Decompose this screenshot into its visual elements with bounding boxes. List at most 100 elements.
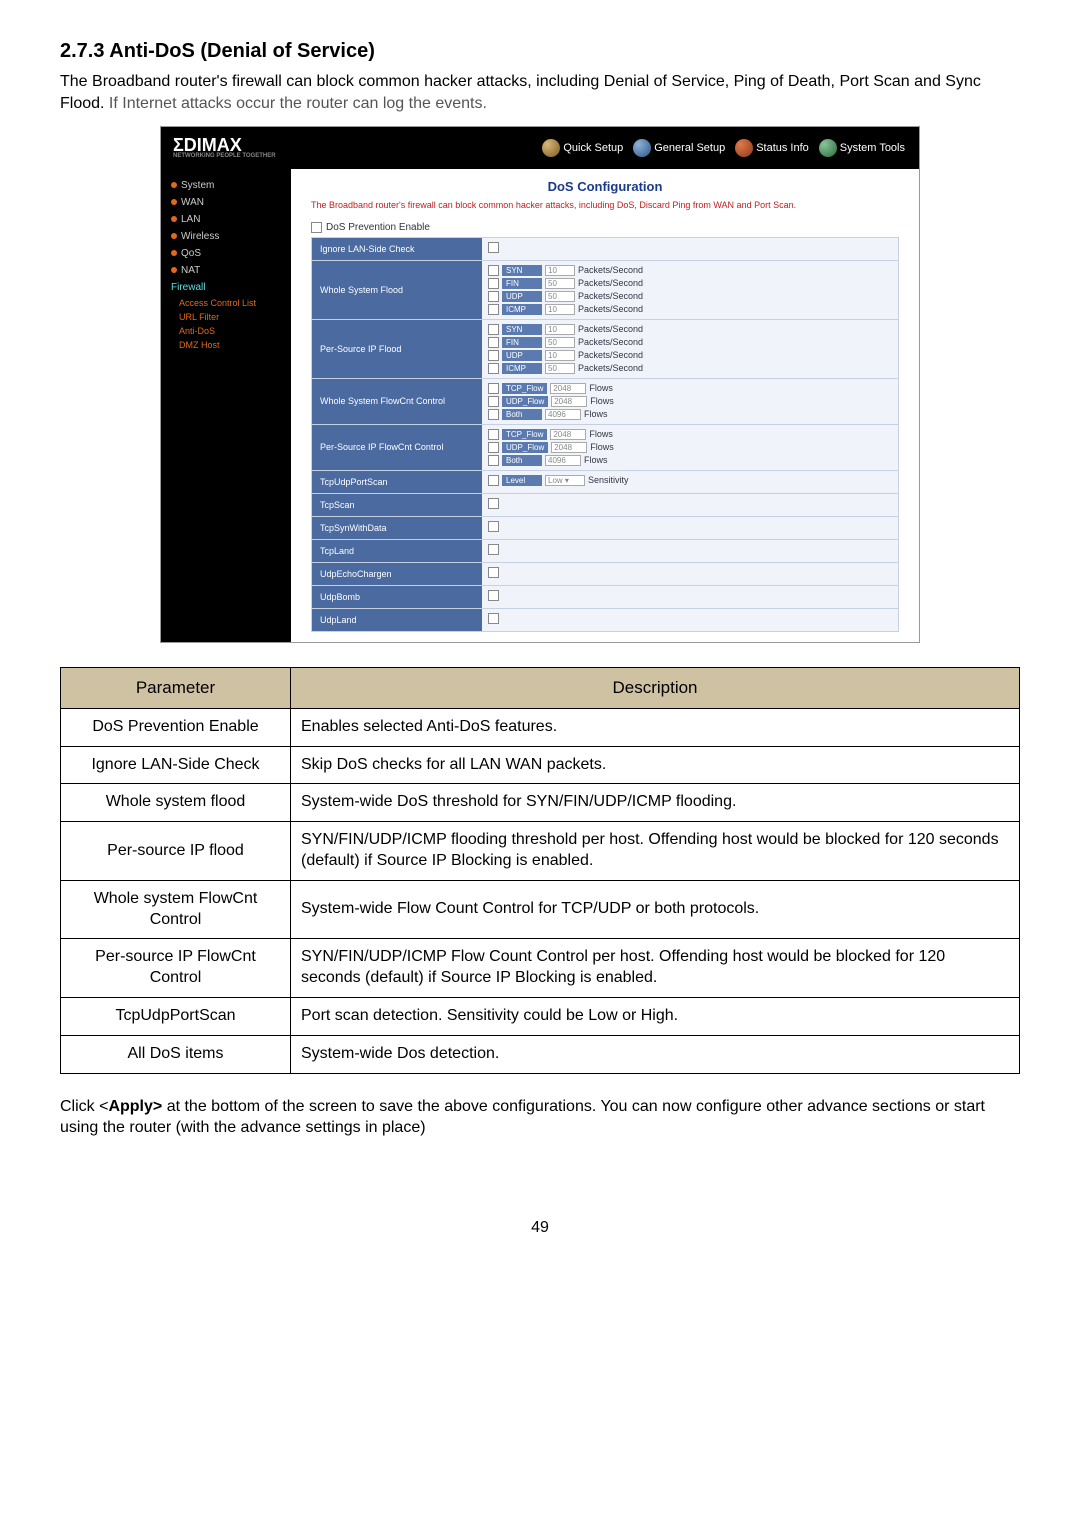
value-input[interactable]: 50 <box>545 278 575 289</box>
config-line: FIN50Packets/Second <box>488 337 892 348</box>
value-input[interactable]: 10 <box>545 350 575 361</box>
table-row: Whole system floodSystem-wide DoS thresh… <box>61 784 1020 822</box>
nav-label: Status Info <box>756 142 809 154</box>
config-row-value: TCP_Flow2048FlowsUDP_Flow2048FlowsBoth40… <box>482 425 898 470</box>
protocol-tag: Both <box>502 409 542 420</box>
value-input[interactable]: 2048 <box>551 396 587 407</box>
param-desc-cell: SYN/FIN/UDP/ICMP flooding threshold per … <box>291 822 1020 881</box>
line-checkbox[interactable] <box>488 383 499 394</box>
row-checkbox[interactable] <box>488 544 499 555</box>
config-row: UdpLand <box>312 608 898 631</box>
router-screenshot: ΣDIMAX NETWORKING PEOPLE TOGETHER Quick … <box>160 126 920 643</box>
line-checkbox[interactable] <box>488 429 499 440</box>
config-row-label: UdpBomb <box>312 586 482 608</box>
param-desc-cell: System-wide DoS threshold for SYN/FIN/UD… <box>291 784 1020 822</box>
orb-icon <box>633 139 651 157</box>
config-row: UdpBomb <box>312 585 898 608</box>
config-row-value: SYN10Packets/SecondFIN50Packets/SecondUD… <box>482 320 898 378</box>
nav-system-tools[interactable]: System Tools <box>819 139 905 157</box>
value-input[interactable]: 50 <box>545 291 575 302</box>
value-input[interactable]: 2048 <box>550 429 586 440</box>
sidebar-item-nat[interactable]: NAT <box>161 262 291 279</box>
unit-suffix: Packets/Second <box>578 265 643 275</box>
sidebar-item-qos[interactable]: QoS <box>161 245 291 262</box>
value-input[interactable]: 4096 <box>545 455 581 466</box>
enable-row: DoS Prevention Enable <box>311 222 899 233</box>
level-select[interactable]: Low ▾ <box>545 475 585 486</box>
value-input[interactable]: 4096 <box>545 409 581 420</box>
config-row-value <box>482 517 898 539</box>
closing-tail: at the bottom of the screen to save the … <box>60 1098 985 1137</box>
value-input[interactable]: 50 <box>545 337 575 348</box>
line-checkbox[interactable] <box>488 396 499 407</box>
sidebar-item-system[interactable]: System <box>161 177 291 194</box>
row-checkbox[interactable] <box>488 613 499 624</box>
param-desc-cell: System-wide Dos detection. <box>291 1035 1020 1073</box>
line-checkbox[interactable] <box>488 409 499 420</box>
protocol-tag: ICMP <box>502 304 542 315</box>
config-row-label: TcpLand <box>312 540 482 562</box>
col-description: Description <box>291 667 1020 708</box>
row-checkbox[interactable] <box>488 521 499 532</box>
nav-quick-setup[interactable]: Quick Setup <box>542 139 623 157</box>
value-input[interactable]: 50 <box>545 363 575 374</box>
line-checkbox[interactable] <box>488 350 499 361</box>
sidebar-sub-anti-dos[interactable]: Anti-DoS <box>161 324 291 338</box>
orb-icon <box>735 139 753 157</box>
nav-status-info[interactable]: Status Info <box>735 139 809 157</box>
unit-suffix: Flows <box>589 429 613 439</box>
config-row: UdpEchoChargen <box>312 562 898 585</box>
config-row-value <box>482 540 898 562</box>
sidebar-sub-url-filter[interactable]: URL Filter <box>161 310 291 324</box>
param-desc-cell: Enables selected Anti-DoS features. <box>291 708 1020 746</box>
row-checkbox[interactable] <box>488 242 499 253</box>
value-input[interactable]: 2048 <box>550 383 586 394</box>
value-input[interactable]: 10 <box>545 304 575 315</box>
protocol-tag: ICMP <box>502 363 542 374</box>
row-checkbox[interactable] <box>488 567 499 578</box>
config-line: ICMP50Packets/Second <box>488 363 892 374</box>
config-line: Both4096Flows <box>488 455 892 466</box>
value-input[interactable]: 2048 <box>551 442 587 453</box>
protocol-tag: SYN <box>502 324 542 335</box>
line-checkbox[interactable] <box>488 278 499 289</box>
sidebar-item-firewall[interactable]: Firewall <box>161 279 291 296</box>
sidebar-item-wan[interactable]: WAN <box>161 194 291 211</box>
table-row: TcpUdpPortScanPort scan detection. Sensi… <box>61 998 1020 1036</box>
config-line: ICMP10Packets/Second <box>488 304 892 315</box>
line-checkbox[interactable] <box>488 363 499 374</box>
nav-label: General Setup <box>654 142 725 154</box>
config-row-label: Per-Source IP Flood <box>312 320 482 378</box>
nav-general-setup[interactable]: General Setup <box>633 139 725 157</box>
sidebar-item-lan[interactable]: LAN <box>161 211 291 228</box>
line-checkbox[interactable] <box>488 337 499 348</box>
sidebar-sub-acl[interactable]: Access Control List <box>161 296 291 310</box>
config-row: Ignore LAN-Side Check <box>312 238 898 260</box>
line-checkbox[interactable] <box>488 324 499 335</box>
config-row: Whole System FloodSYN10Packets/SecondFIN… <box>312 260 898 319</box>
line-checkbox[interactable] <box>488 455 499 466</box>
unit-suffix: Flows <box>584 409 608 419</box>
line-checkbox[interactable] <box>488 442 499 453</box>
protocol-tag: UDP <box>502 291 542 302</box>
ss-sidebar: System WAN LAN Wireless QoS NAT Firewall… <box>161 169 291 642</box>
line-checkbox[interactable] <box>488 304 499 315</box>
sidebar-item-wireless[interactable]: Wireless <box>161 228 291 245</box>
unit-suffix: Packets/Second <box>578 291 643 301</box>
row-checkbox[interactable] <box>488 498 499 509</box>
value-input[interactable]: 10 <box>545 265 575 276</box>
config-row-label: UdpLand <box>312 609 482 631</box>
row-checkbox[interactable] <box>488 590 499 601</box>
line-checkbox[interactable] <box>488 475 499 486</box>
nav-label: Quick Setup <box>563 142 623 154</box>
parameter-table: Parameter Description DoS Prevention Ena… <box>60 667 1020 1074</box>
config-line: UDP50Packets/Second <box>488 291 892 302</box>
line-checkbox[interactable] <box>488 265 499 276</box>
enable-checkbox[interactable] <box>311 222 322 233</box>
sidebar-sub-dmz[interactable]: DMZ Host <box>161 338 291 352</box>
closing-text: Click < <box>60 1098 108 1115</box>
config-row-value <box>482 238 898 260</box>
param-name-cell: Whole system FlowCnt Control <box>61 880 291 939</box>
value-input[interactable]: 10 <box>545 324 575 335</box>
line-checkbox[interactable] <box>488 291 499 302</box>
